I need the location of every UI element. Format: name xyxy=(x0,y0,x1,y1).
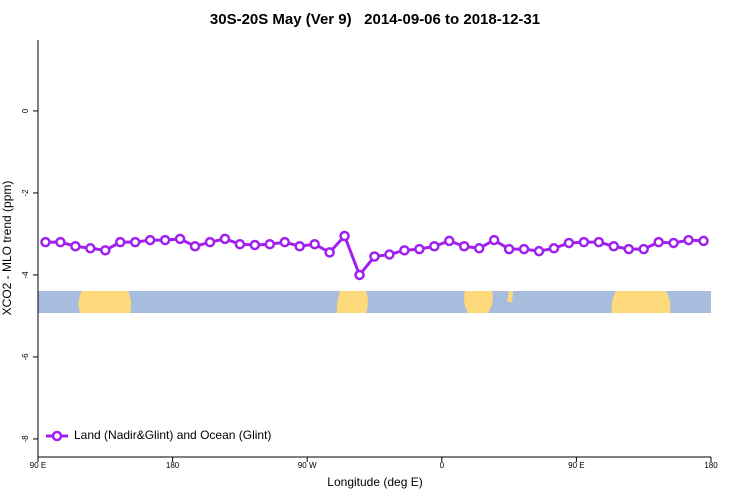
point xyxy=(473,243,485,254)
point xyxy=(518,243,530,255)
land-blob xyxy=(611,291,671,313)
point xyxy=(638,243,649,255)
point xyxy=(623,243,634,255)
point xyxy=(698,235,709,247)
point xyxy=(324,247,335,258)
point xyxy=(668,237,679,249)
point xyxy=(40,236,51,248)
point xyxy=(279,236,291,248)
point xyxy=(234,238,246,250)
legend-label: Land (Nadir&Glint) and Ocean (Glint) xyxy=(74,428,271,442)
x-axis-label: Longitude (deg E) xyxy=(327,475,422,489)
point xyxy=(369,251,380,262)
land-blob xyxy=(464,291,493,313)
y-tick-label: -6 xyxy=(21,353,30,361)
y-tick-label: -8 xyxy=(21,435,30,443)
point xyxy=(115,236,126,248)
point xyxy=(129,236,141,248)
point xyxy=(294,240,305,252)
point xyxy=(384,249,395,260)
point xyxy=(593,236,605,248)
point xyxy=(429,240,440,252)
point xyxy=(100,245,111,256)
point xyxy=(144,234,156,246)
point xyxy=(488,234,500,246)
x-tick-label: 180 xyxy=(166,461,180,470)
x-tick-label: 180 xyxy=(704,461,718,470)
point xyxy=(399,245,410,256)
point xyxy=(563,237,575,249)
point xyxy=(503,243,515,255)
land-blob xyxy=(336,291,368,313)
legend-marker xyxy=(51,430,63,442)
point xyxy=(608,240,620,252)
point xyxy=(309,238,320,250)
point xyxy=(548,243,560,254)
point xyxy=(339,230,350,242)
y-tick-label: -2 xyxy=(21,189,30,197)
y-tick-label: 0 xyxy=(21,108,30,113)
x-tick-label: 0 xyxy=(440,461,445,470)
point xyxy=(249,239,261,251)
x-tick-label: 90 W xyxy=(298,461,317,470)
y-axis-label: XCO2 - MLO trend (ppm) xyxy=(0,181,14,316)
point xyxy=(204,236,216,248)
point xyxy=(85,243,96,254)
chart-title: 30S-20S May (Ver 9) 2014-09-06 to 2018-1… xyxy=(210,11,540,28)
y-tick-label: -4 xyxy=(21,271,30,279)
point xyxy=(458,240,470,252)
point xyxy=(189,240,201,252)
point xyxy=(264,238,276,250)
land-blob xyxy=(78,291,132,313)
point xyxy=(159,234,171,246)
point xyxy=(219,233,231,245)
point xyxy=(354,269,365,281)
x-tick-label: 90 E xyxy=(30,461,46,470)
point xyxy=(653,236,664,248)
point xyxy=(55,236,66,248)
land-blob xyxy=(507,291,513,302)
point xyxy=(533,245,545,257)
land-ocean-map xyxy=(38,291,711,313)
x-tick-label: 90 E xyxy=(568,461,584,470)
point xyxy=(174,233,186,245)
point xyxy=(414,243,425,255)
point xyxy=(683,234,694,246)
point xyxy=(70,240,81,252)
ocean-strip xyxy=(38,291,711,313)
point xyxy=(578,236,590,248)
point xyxy=(444,235,455,247)
